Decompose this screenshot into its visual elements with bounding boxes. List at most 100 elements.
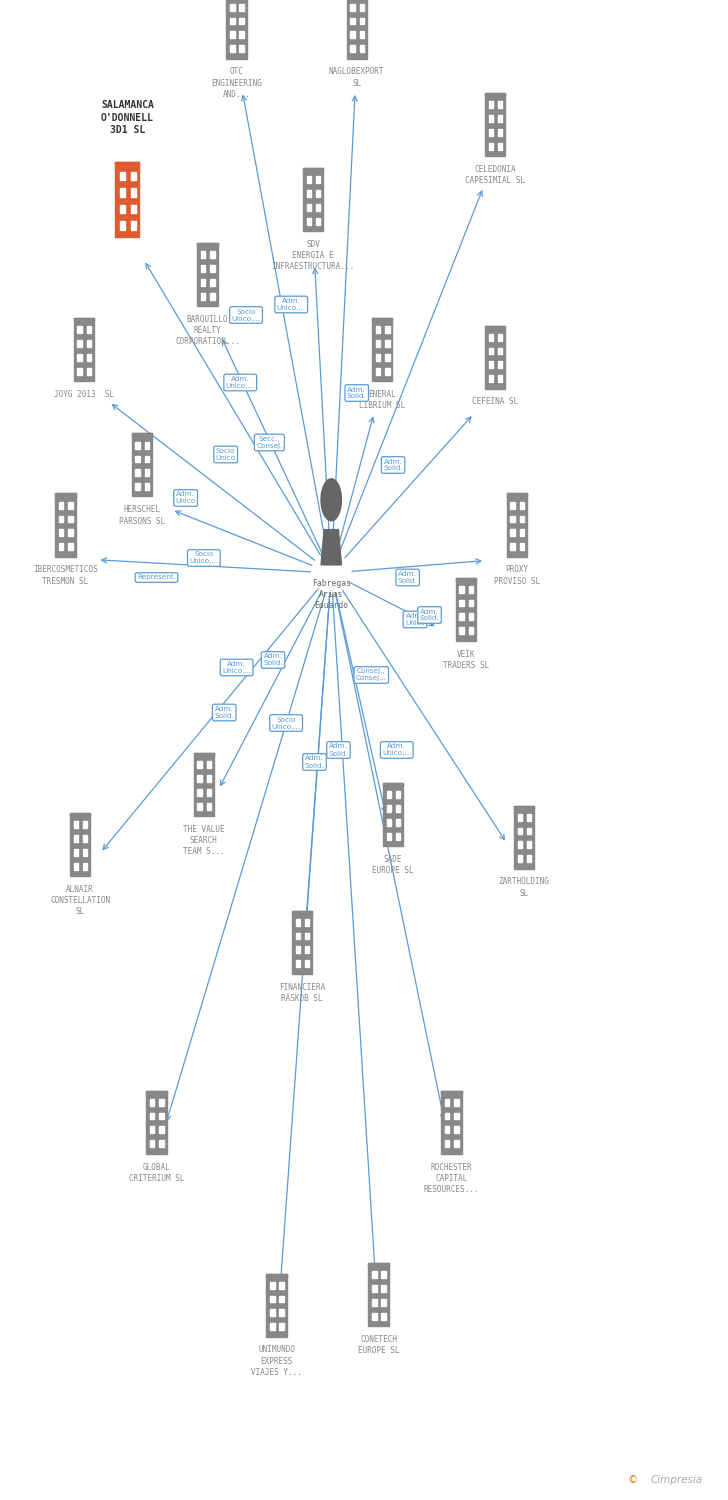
- FancyBboxPatch shape: [488, 129, 493, 136]
- FancyBboxPatch shape: [240, 3, 244, 10]
- FancyBboxPatch shape: [207, 802, 211, 810]
- FancyBboxPatch shape: [456, 578, 476, 640]
- FancyBboxPatch shape: [385, 354, 389, 362]
- FancyBboxPatch shape: [385, 368, 389, 375]
- Text: Adm.
Solid.: Adm. Solid.: [383, 459, 403, 471]
- FancyBboxPatch shape: [381, 1270, 386, 1278]
- FancyBboxPatch shape: [498, 129, 502, 136]
- Text: Represent.: Represent.: [137, 574, 176, 580]
- Text: PROXY
PROVISO SL: PROXY PROVISO SL: [494, 566, 540, 585]
- FancyBboxPatch shape: [396, 790, 400, 798]
- FancyBboxPatch shape: [381, 1312, 386, 1320]
- FancyBboxPatch shape: [454, 1140, 459, 1148]
- FancyBboxPatch shape: [441, 1090, 462, 1154]
- FancyBboxPatch shape: [87, 326, 91, 333]
- FancyBboxPatch shape: [240, 45, 244, 53]
- FancyBboxPatch shape: [119, 172, 125, 180]
- Text: SADE
EUROPE SL: SADE EUROPE SL: [372, 855, 414, 874]
- FancyBboxPatch shape: [498, 333, 502, 340]
- FancyBboxPatch shape: [83, 849, 87, 856]
- FancyBboxPatch shape: [368, 1263, 389, 1266]
- Text: OTC
ENGINEERING
AND...: OTC ENGINEERING AND...: [211, 68, 262, 99]
- FancyBboxPatch shape: [74, 821, 78, 828]
- FancyBboxPatch shape: [350, 32, 355, 39]
- FancyBboxPatch shape: [270, 1296, 274, 1302]
- FancyBboxPatch shape: [498, 375, 502, 382]
- FancyBboxPatch shape: [146, 1090, 167, 1154]
- FancyBboxPatch shape: [510, 530, 515, 537]
- Circle shape: [321, 478, 341, 520]
- FancyBboxPatch shape: [296, 918, 300, 926]
- FancyBboxPatch shape: [469, 627, 473, 634]
- Text: SDV
ENERGIA E
INFRAESTRUCTURA...: SDV ENERGIA E INFRAESTRUCTURA...: [272, 240, 355, 272]
- FancyBboxPatch shape: [240, 18, 244, 24]
- FancyBboxPatch shape: [119, 189, 125, 196]
- FancyBboxPatch shape: [441, 1090, 462, 1094]
- FancyBboxPatch shape: [347, 0, 367, 58]
- FancyBboxPatch shape: [145, 483, 149, 490]
- Text: Adm.
Solid.: Adm. Solid.: [419, 609, 440, 621]
- FancyBboxPatch shape: [70, 813, 90, 816]
- FancyBboxPatch shape: [376, 354, 380, 362]
- Text: HERSCHEL
PARSONS SL: HERSCHEL PARSONS SL: [119, 506, 165, 525]
- FancyBboxPatch shape: [514, 806, 534, 868]
- FancyBboxPatch shape: [306, 176, 311, 183]
- FancyBboxPatch shape: [131, 222, 136, 230]
- FancyBboxPatch shape: [454, 1113, 459, 1119]
- FancyBboxPatch shape: [59, 501, 63, 509]
- Text: Adm.
Solid.: Adm. Solid.: [328, 744, 349, 756]
- FancyBboxPatch shape: [396, 819, 400, 827]
- FancyBboxPatch shape: [280, 1296, 284, 1302]
- FancyBboxPatch shape: [296, 933, 300, 939]
- FancyBboxPatch shape: [70, 813, 90, 876]
- Text: Adm.
Unico: Adm. Unico: [175, 492, 196, 504]
- Text: Socio
Unico,...: Socio Unico,...: [232, 309, 261, 321]
- FancyBboxPatch shape: [498, 100, 502, 108]
- FancyBboxPatch shape: [387, 819, 391, 827]
- FancyBboxPatch shape: [305, 960, 309, 968]
- Text: CONETECH
EUROPE SL: CONETECH EUROPE SL: [357, 1335, 400, 1354]
- FancyBboxPatch shape: [385, 340, 389, 346]
- Text: ©: ©: [628, 1474, 638, 1485]
- FancyBboxPatch shape: [145, 470, 149, 477]
- FancyBboxPatch shape: [74, 318, 94, 381]
- FancyBboxPatch shape: [240, 32, 244, 39]
- FancyBboxPatch shape: [510, 543, 515, 550]
- FancyBboxPatch shape: [59, 543, 63, 550]
- FancyBboxPatch shape: [518, 813, 522, 820]
- FancyBboxPatch shape: [270, 1310, 274, 1317]
- Text: CELEDONIA
CAPESIMIAL SL: CELEDONIA CAPESIMIAL SL: [465, 165, 525, 184]
- FancyBboxPatch shape: [376, 340, 380, 346]
- Text: JOYG 2013  SL: JOYG 2013 SL: [54, 390, 114, 399]
- FancyBboxPatch shape: [159, 1098, 164, 1106]
- FancyBboxPatch shape: [119, 206, 125, 213]
- FancyBboxPatch shape: [507, 494, 527, 496]
- FancyBboxPatch shape: [383, 783, 403, 846]
- FancyBboxPatch shape: [305, 933, 309, 939]
- FancyBboxPatch shape: [197, 802, 202, 810]
- FancyBboxPatch shape: [459, 600, 464, 606]
- FancyBboxPatch shape: [316, 204, 320, 212]
- Text: Adm.
Unico,...: Adm. Unico,...: [382, 744, 411, 756]
- Text: ZARTHOLDING
SL: ZARTHOLDING SL: [499, 878, 550, 897]
- Text: Adm.
Solid.: Adm. Solid.: [347, 387, 367, 399]
- Text: Fabregas
Arias
Eduardo: Fabregas Arias Eduardo: [312, 579, 351, 610]
- FancyBboxPatch shape: [197, 776, 202, 782]
- FancyBboxPatch shape: [316, 176, 320, 183]
- FancyBboxPatch shape: [316, 190, 320, 196]
- FancyBboxPatch shape: [194, 753, 214, 816]
- FancyBboxPatch shape: [518, 842, 522, 849]
- Text: Consej.,
Consej...: Consej., Consej...: [356, 669, 387, 681]
- FancyBboxPatch shape: [372, 1299, 376, 1306]
- FancyBboxPatch shape: [77, 340, 82, 346]
- FancyBboxPatch shape: [488, 116, 493, 122]
- FancyBboxPatch shape: [387, 790, 391, 798]
- FancyBboxPatch shape: [387, 833, 391, 840]
- FancyBboxPatch shape: [488, 362, 493, 369]
- FancyBboxPatch shape: [230, 3, 234, 10]
- FancyBboxPatch shape: [381, 1286, 386, 1292]
- FancyBboxPatch shape: [197, 243, 218, 246]
- FancyBboxPatch shape: [303, 168, 323, 231]
- FancyBboxPatch shape: [207, 760, 211, 768]
- FancyBboxPatch shape: [316, 217, 320, 225]
